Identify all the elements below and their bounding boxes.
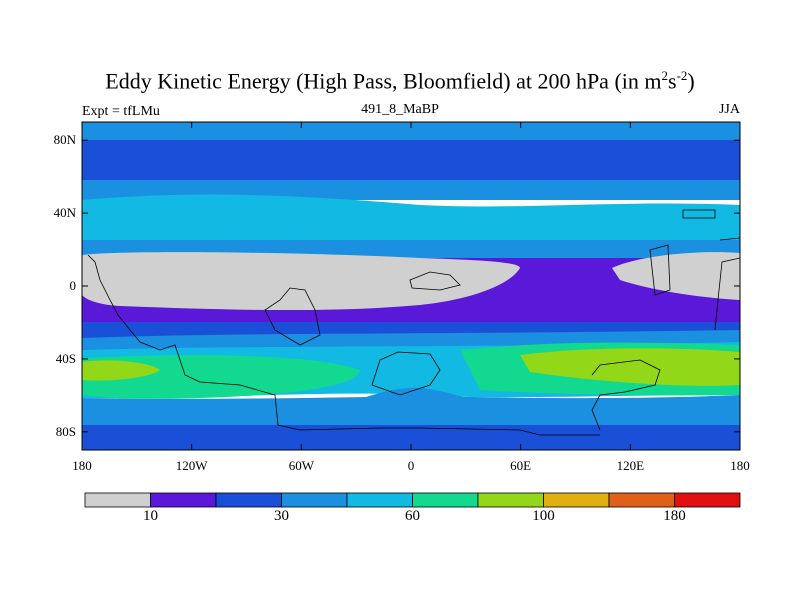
colorbar-swatch	[215, 492, 282, 508]
colorbar-swatch	[608, 492, 675, 508]
lon-label: 120E	[616, 458, 645, 473]
colorbar-label: 10	[143, 508, 158, 524]
colorbar-swatch	[543, 492, 610, 508]
lat-label: 0	[69, 278, 77, 293]
lat-label: 80N	[53, 132, 76, 148]
band-south-max-west	[82, 360, 160, 381]
coast-mideast	[409, 271, 461, 291]
colorbar-swatch	[477, 492, 544, 508]
tropical-low-west	[82, 252, 520, 311]
band-antarctic-bump	[300, 387, 540, 425]
lat-label: 40S	[55, 350, 76, 366]
lat-label: 80S	[55, 423, 76, 439]
coast-greenland-spot	[682, 209, 716, 219]
lon-label: 60E	[510, 458, 532, 473]
season-label: JJA	[718, 102, 740, 117]
coastlines	[87, 209, 740, 436]
coast-south-america	[264, 287, 321, 346]
colorbar-swatch	[674, 492, 741, 508]
coast-pacific-east	[714, 237, 740, 331]
colorbar-swatch	[412, 492, 479, 508]
band-south-max-east	[520, 348, 740, 386]
tropical-low-east	[612, 252, 740, 300]
band-north-storm	[82, 194, 740, 253]
coast-americas	[87, 254, 600, 436]
map-subtitle: 491_8_MaBP	[361, 102, 439, 117]
coast-asia-east	[649, 244, 671, 296]
colorbar-swatch	[150, 492, 217, 508]
band-north-1	[82, 140, 740, 180]
lon-label: 180	[72, 458, 92, 473]
coast-australia	[591, 359, 661, 431]
lat-label: 40N	[53, 205, 76, 221]
coast-africa	[371, 351, 441, 396]
colorbar-label: 30	[274, 508, 289, 524]
axis-ticks	[81, 122, 741, 450]
colorbar-label: 100	[532, 508, 555, 524]
colorbar-label: 60	[405, 508, 420, 524]
colorbar-swatch	[346, 492, 413, 508]
lon-label: 60W	[288, 458, 314, 473]
lon-label: 120W	[175, 458, 208, 473]
band-polar-north	[82, 122, 740, 140]
lon-label: 0	[407, 458, 415, 473]
colorbar-swatch	[84, 492, 151, 508]
filled-contours	[82, 122, 740, 450]
colorbar-swatch	[281, 492, 348, 508]
colorbar	[84, 492, 741, 508]
colorbar-label: 180	[663, 508, 686, 524]
experiment-label: Expt = tfLMu	[82, 104, 160, 119]
map-title: Eddy Kinetic Energy (High Pass, Bloomfie…	[105, 68, 695, 94]
lon-label: 180	[730, 458, 750, 473]
